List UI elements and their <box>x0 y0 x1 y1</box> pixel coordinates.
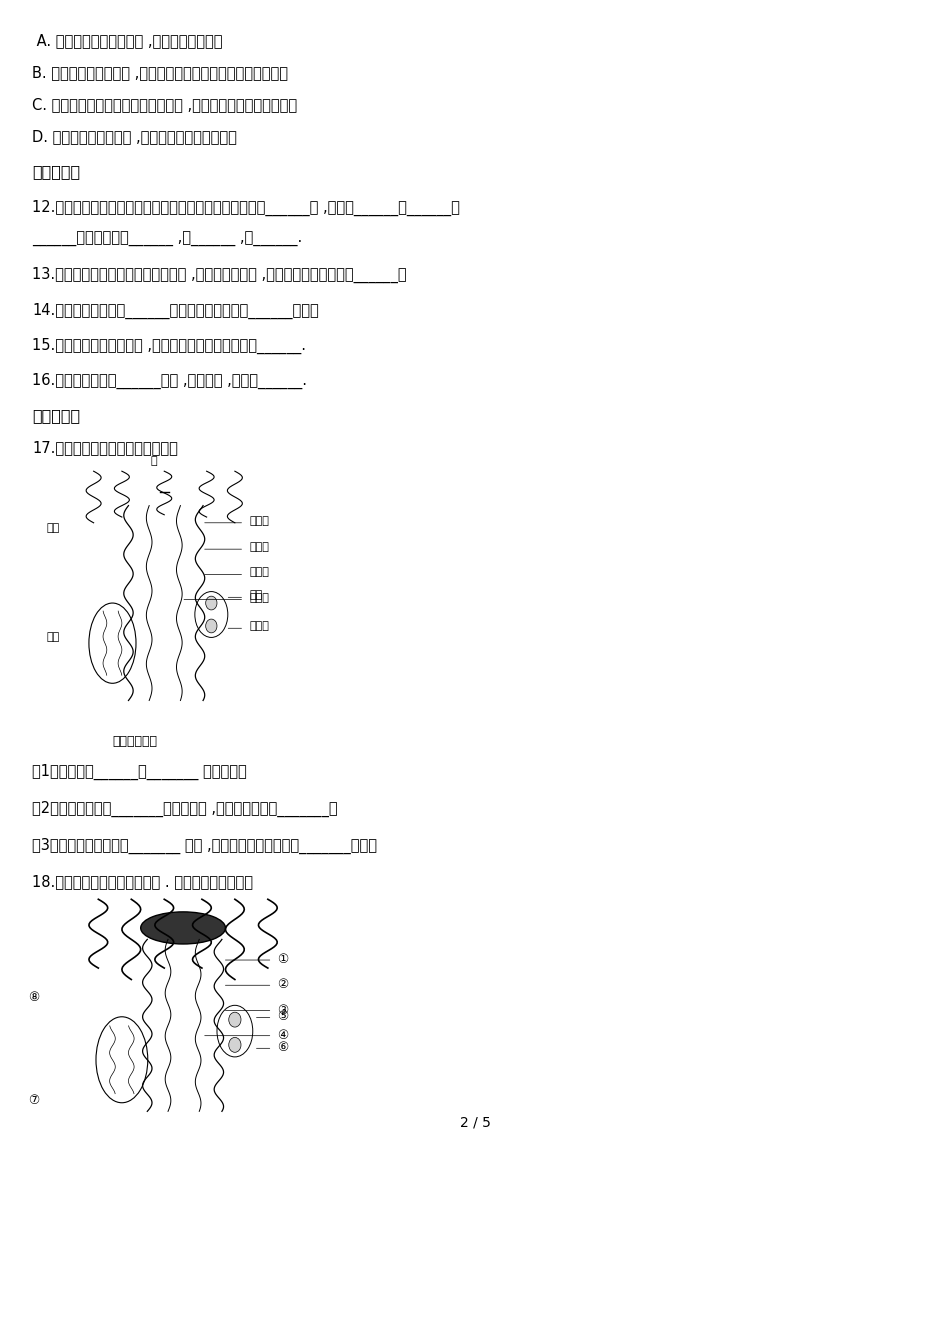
Text: 答案解析局部: 答案解析局部 <box>443 1263 507 1281</box>
Text: 17.请据水螅的纵切图答复以下问题: 17.请据水螅的纵切图答复以下问题 <box>32 441 179 456</box>
Text: ⑧: ⑧ <box>28 991 39 1004</box>
Text: 水螅的纵切面: 水螅的纵切面 <box>112 735 158 747</box>
Text: 〔1〕水螅依靠______和_______ 捕获食物。: 〔1〕水螅依靠______和_______ 捕获食物。 <box>32 763 247 780</box>
Text: ⑦: ⑦ <box>28 1094 39 1107</box>
Text: 12.水螅、海蜇、珊瑚虫等腔肠动物的主要特征是：生活在______中 ,体壁由______、______和: 12.水螅、海蜇、珊瑚虫等腔肠动物的主要特征是：生活在______中 ,体壁由_… <box>32 200 461 216</box>
Text: C. 寄生虫终生生活在寄主体表或体内 ,靠获取寄主体内的养料生存: C. 寄生虫终生生活在寄主体表或体内 ,靠获取寄主体内的养料生存 <box>32 97 297 112</box>
Ellipse shape <box>206 597 217 610</box>
Text: 〔2〕水螅消化食物是在[_______ ]_______ ,不能消化的食物残渣由[_______ ]_______ 排出 .: 〔2〕水螅消化食物是在[_______ ]_______ ,不能消化的食物残渣由… <box>32 1206 496 1222</box>
Text: ______构成；体内有______ ,有______ ,无______.: ______构成；体内有______ ,有______ ,无______. <box>32 233 303 247</box>
Text: 13.如果一条小溪原来可以采集到水螅 ,现在却采集不到 ,你认为最可能的原因是______。: 13.如果一条小溪原来可以采集到水螅 ,现在却采集不到 ,你认为最可能的原因是_… <box>32 267 407 284</box>
Text: 三、综合题: 三、综合题 <box>32 409 81 423</box>
Text: 15.与扁形动物的体型相比 ,腔肠动物体型的显著特点是______.: 15.与扁形动物的体型相比 ,腔肠动物体型的显著特点是______. <box>32 337 307 353</box>
Text: ③: ③ <box>277 1004 289 1016</box>
Text: A. 节肢动物生活在陆地上 ,利用口器获取食物: A. 节肢动物生活在陆地上 ,利用口器获取食物 <box>32 32 223 48</box>
Text: 〔1〕水螅依靠[_______ ]_______ 和_______ 捕获食物 .: 〔1〕水螅依靠[_______ ]_______ 和_______ 捕获食物 . <box>32 1169 328 1185</box>
Text: 卵巢: 卵巢 <box>249 590 262 601</box>
Text: 16.扁形动物身体呈______对称 ,背腹扁平 ,有口无______.: 16.扁形动物身体呈______对称 ,背腹扁平 ,有口无______. <box>32 374 308 390</box>
Text: 2 / 5: 2 / 5 <box>460 1116 490 1130</box>
Text: 口: 口 <box>150 457 157 466</box>
Text: 14.腔肠动物的身体呈______；扁形动物的身体呈______对称。: 14.腔肠动物的身体呈______；扁形动物的身体呈______对称。 <box>32 302 319 319</box>
Text: ⑥: ⑥ <box>277 1042 289 1055</box>
Text: ①: ① <box>277 953 289 966</box>
Text: B. 软体动物生活在水中 ,靠入水管和出水管获取水里的食物颗粒: B. 软体动物生活在水中 ,靠入水管和出水管获取水里的食物颗粒 <box>32 65 289 79</box>
Ellipse shape <box>229 1038 241 1052</box>
Text: 中胶层: 中胶层 <box>249 542 269 552</box>
Text: 外胚层: 外胚层 <box>249 516 269 526</box>
Ellipse shape <box>96 1017 148 1103</box>
Text: 〔3〕水螅消化食物是在_______ 进行 ,不能消化的食物残渣由_______排出。: 〔3〕水螅消化食物是在_______ 进行 ,不能消化的食物残渣由_______… <box>32 837 377 853</box>
Ellipse shape <box>195 591 228 637</box>
Text: 芽体: 芽体 <box>47 632 60 641</box>
Text: 触手: 触手 <box>47 523 60 532</box>
Ellipse shape <box>141 911 225 943</box>
Text: 内胚层: 内胚层 <box>249 567 269 578</box>
Ellipse shape <box>206 620 217 633</box>
Ellipse shape <box>229 1012 241 1027</box>
Ellipse shape <box>217 1005 253 1056</box>
Text: 二、填空题: 二、填空题 <box>32 164 81 180</box>
Text: 一、单项选择题: 一、单项选择题 <box>32 1308 94 1324</box>
Text: 消化腔: 消化腔 <box>249 593 269 602</box>
Text: ②: ② <box>277 978 289 992</box>
Text: 〔2〕水螅由体壁由_______层细胞组成 ,它围成的空腔叫_______。: 〔2〕水螅由体壁由_______层细胞组成 ,它围成的空腔叫_______。 <box>32 801 338 817</box>
Text: D. 腔肠动物生活在水中 ,利用刺细胞帮助捕获猎物: D. 腔肠动物生活在水中 ,利用刺细胞帮助捕获猎物 <box>32 129 238 144</box>
Text: ④: ④ <box>277 1028 289 1042</box>
Text: 18.如图是水螅的纵切面示意图 . 请注明各局部名称：: 18.如图是水螅的纵切面示意图 . 请注明各局部名称： <box>32 875 254 890</box>
Text: 卵细胞: 卵细胞 <box>249 621 269 632</box>
Text: ⑤: ⑤ <box>277 1011 289 1024</box>
Ellipse shape <box>89 603 136 683</box>
